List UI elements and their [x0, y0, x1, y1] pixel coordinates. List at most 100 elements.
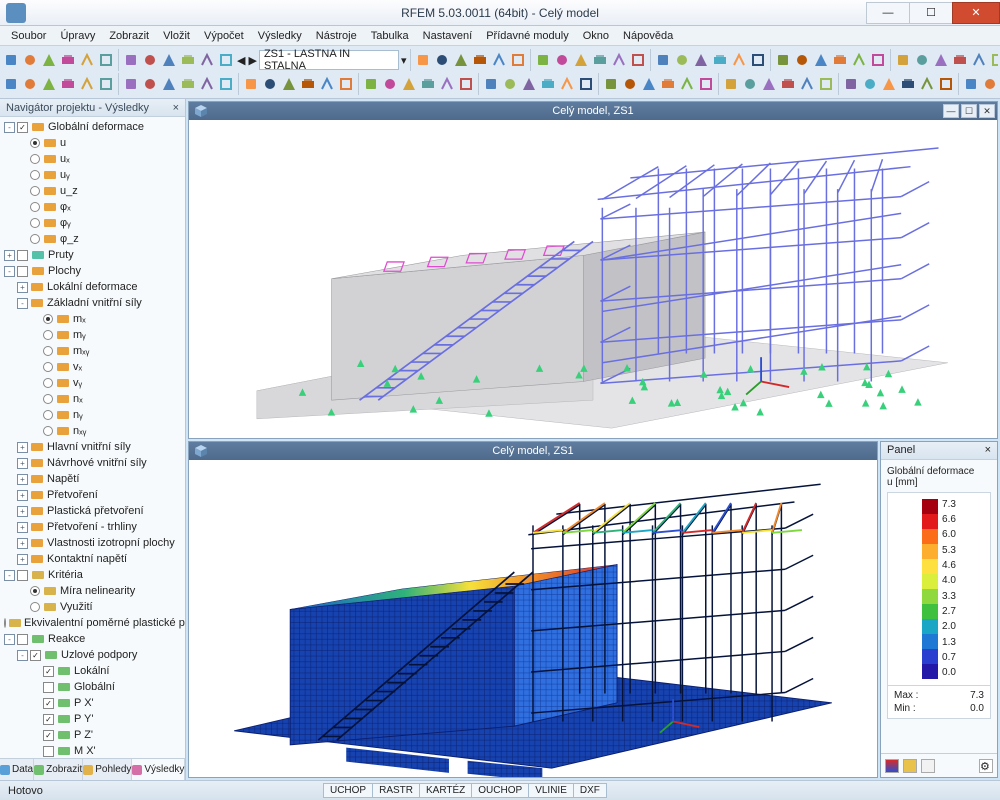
toolbar-button[interactable]	[894, 49, 912, 71]
viewport-top-canvas[interactable]	[189, 120, 997, 438]
tree-item[interactable]: +Návrhové vnitřní síly	[0, 455, 185, 471]
toolbar-button[interactable]	[457, 73, 475, 95]
toolbar-button[interactable]	[812, 49, 830, 71]
toolbar-button[interactable]	[711, 49, 729, 71]
tree-radio[interactable]	[43, 378, 53, 388]
tree-item[interactable]: u	[0, 135, 185, 151]
tree-twisty-icon[interactable]: +	[4, 250, 15, 261]
toolbar-button[interactable]	[880, 73, 898, 95]
tree-item[interactable]: vₓ	[0, 359, 185, 375]
status-toggle-kartéz[interactable]: KARTÉZ	[419, 783, 472, 798]
loadcase-dropdown[interactable]: ▾	[400, 49, 408, 71]
menu-tabulka[interactable]: Tabulka	[364, 26, 416, 46]
tree-radio[interactable]	[30, 138, 40, 148]
toolbar-button[interactable]	[850, 49, 868, 71]
menu-nápověda[interactable]: Nápověda	[616, 26, 680, 46]
toolbar-button[interactable]	[97, 49, 115, 71]
toolbar-button[interactable]	[678, 73, 696, 95]
menu-okno[interactable]: Okno	[576, 26, 616, 46]
toolbar-button[interactable]	[160, 73, 178, 95]
tree-item[interactable]: ✓Lokální	[0, 663, 185, 679]
tree-item[interactable]: +Přetvoření - trhliny	[0, 519, 185, 535]
loadcase-nav[interactable]: ◀	[236, 49, 246, 71]
toolbar-button[interactable]	[198, 49, 216, 71]
tree-item[interactable]: φᵧ	[0, 215, 185, 231]
toolbar-button[interactable]	[179, 73, 197, 95]
tree-checkbox[interactable]	[43, 746, 54, 757]
toolbar-button[interactable]	[21, 49, 39, 71]
tree-checkbox[interactable]	[17, 570, 28, 581]
tree-item[interactable]: u_z	[0, 183, 185, 199]
toolbar-button[interactable]	[97, 73, 115, 95]
tree-twisty-icon[interactable]: +	[17, 522, 28, 533]
legend-mode-solid-icon[interactable]	[903, 759, 917, 773]
legend-mode-none-icon[interactable]	[921, 759, 935, 773]
tree-item[interactable]: +Plastická přetvoření	[0, 503, 185, 519]
tree-item[interactable]: +Napětí	[0, 471, 185, 487]
menu-nastavení[interactable]: Nastavení	[416, 26, 480, 46]
toolbar-button[interactable]	[59, 73, 77, 95]
toolbar-button[interactable]	[640, 73, 658, 95]
toolbar-button[interactable]	[122, 49, 140, 71]
menu-vložit[interactable]: Vložit	[156, 26, 197, 46]
close-button[interactable]: ✕	[952, 2, 1000, 24]
toolbar-button[interactable]	[160, 49, 178, 71]
status-toggle-rastr[interactable]: RASTR	[372, 783, 420, 798]
tree-radio[interactable]	[30, 602, 40, 612]
tree-checkbox[interactable]: ✓	[43, 730, 54, 741]
tree-twisty-icon[interactable]: +	[17, 490, 28, 501]
status-toggle-uchop[interactable]: UCHOP	[323, 783, 373, 798]
tree-twisty-icon[interactable]: +	[17, 458, 28, 469]
tree-checkbox[interactable]	[43, 682, 54, 693]
tree-item[interactable]: Ekvivalentní poměrné plastické př	[0, 615, 185, 631]
toolbar-button[interactable]	[913, 49, 931, 71]
tree-item[interactable]: +Pruty	[0, 247, 185, 263]
tree-radio[interactable]	[43, 314, 53, 324]
toolbar-button[interactable]	[217, 49, 235, 71]
tree-twisty-icon[interactable]: -	[17, 650, 28, 661]
toolbar-button[interactable]	[553, 49, 571, 71]
tree-item[interactable]: M X'	[0, 743, 185, 758]
tree-checkbox[interactable]: ✓	[43, 666, 54, 677]
tree-radio[interactable]	[30, 154, 40, 164]
tree-item[interactable]: -Kritéria	[0, 567, 185, 583]
toolbar-button[interactable]	[433, 49, 451, 71]
toolbar-button[interactable]	[419, 73, 437, 95]
toolbar-button[interactable]	[951, 49, 969, 71]
toolbar-button[interactable]	[572, 49, 590, 71]
toolbar-button[interactable]	[654, 49, 672, 71]
toolbar-button[interactable]	[438, 73, 456, 95]
toolbar-button[interactable]	[242, 73, 260, 95]
loadcase-nav[interactable]: ▶	[247, 49, 257, 71]
tree-checkbox[interactable]: ✓	[30, 650, 41, 661]
menu-výsledky[interactable]: Výsledky	[251, 26, 309, 46]
tree-item[interactable]: φ_z	[0, 231, 185, 247]
toolbar-button[interactable]	[697, 73, 715, 95]
toolbar-button[interactable]	[141, 49, 159, 71]
toolbar-button[interactable]	[760, 73, 778, 95]
tree-radio[interactable]	[43, 362, 53, 372]
tree-item[interactable]: mᵧ	[0, 327, 185, 343]
tree-item[interactable]: ✓P Y'	[0, 711, 185, 727]
menu-zobrazit[interactable]: Zobrazit	[102, 26, 156, 46]
tree-twisty-icon[interactable]: -	[4, 122, 15, 133]
toolbar-button[interactable]	[692, 49, 710, 71]
tree-radio[interactable]	[43, 410, 53, 420]
toolbar-button[interactable]	[779, 73, 797, 95]
toolbar-button[interactable]	[937, 73, 955, 95]
toolbar-button[interactable]	[217, 73, 235, 95]
tree-item[interactable]: -Základní vnitřní síly	[0, 295, 185, 311]
toolbar-button[interactable]	[621, 73, 639, 95]
minimize-button[interactable]: —	[866, 2, 910, 24]
tree-item[interactable]: -✓Uzlové podpory	[0, 647, 185, 663]
toolbar-button[interactable]	[730, 49, 748, 71]
tree-item[interactable]: nₓ	[0, 391, 185, 407]
toolbar-button[interactable]	[40, 49, 58, 71]
menu-nástroje[interactable]: Nástroje	[309, 26, 364, 46]
toolbar-button[interactable]	[602, 73, 620, 95]
tree-item[interactable]: +Lokální deformace	[0, 279, 185, 295]
toolbar-button[interactable]	[471, 49, 489, 71]
toolbar-button[interactable]	[558, 73, 576, 95]
toolbar-button[interactable]	[21, 73, 39, 95]
tree-radio[interactable]	[4, 618, 6, 628]
